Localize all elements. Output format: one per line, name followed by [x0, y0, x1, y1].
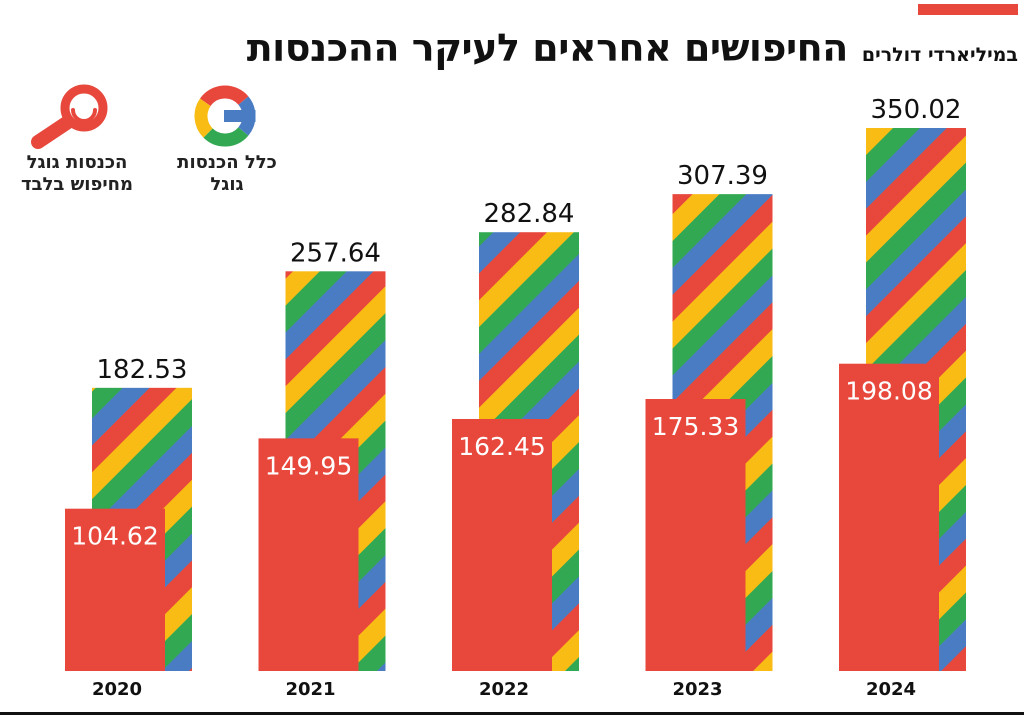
x-tick-label: 2021 — [285, 679, 335, 700]
bar-search — [65, 508, 165, 671]
data-label-search: 149.95 — [265, 451, 352, 480]
magnifier-icon — [31, 84, 108, 149]
data-label-search: 104.62 — [71, 522, 158, 551]
title-row: החיפושים אחראים לעיקר ההכנסות במיליארדי … — [247, 26, 1018, 74]
bar-search — [452, 418, 552, 671]
x-tick-label: 2023 — [672, 679, 722, 700]
chart-title: החיפושים אחראים לעיקר ההכנסות — [246, 26, 849, 70]
data-label-total: 307.39 — [677, 161, 768, 191]
data-label-search: 162.45 — [458, 432, 545, 461]
data-label-total: 282.84 — [484, 199, 575, 229]
google-g-icon — [194, 85, 256, 147]
data-label-total: 350.02 — [871, 95, 962, 125]
data-label-search: 198.08 — [845, 377, 932, 406]
data-label-search: 175.33 — [652, 412, 739, 441]
x-tick-label: 2020 — [92, 679, 142, 700]
x-tick-label: 2024 — [866, 679, 916, 700]
x-tick-label: 2022 — [479, 679, 529, 700]
accent-bar — [918, 4, 1018, 15]
bar-search — [839, 363, 939, 671]
data-label-total: 257.64 — [290, 238, 381, 268]
chart-baseline — [0, 712, 1024, 715]
legend-label-search: הכנסות גוגל מחיפוש בלבד — [20, 152, 134, 195]
data-label-total: 182.53 — [97, 355, 188, 385]
chart-subtitle: במיליארדי דולרים — [861, 44, 1018, 66]
bar-search — [258, 438, 359, 671]
legend-label-total: כלל הכנסות גוגל — [177, 152, 277, 195]
bar-search — [645, 399, 746, 671]
